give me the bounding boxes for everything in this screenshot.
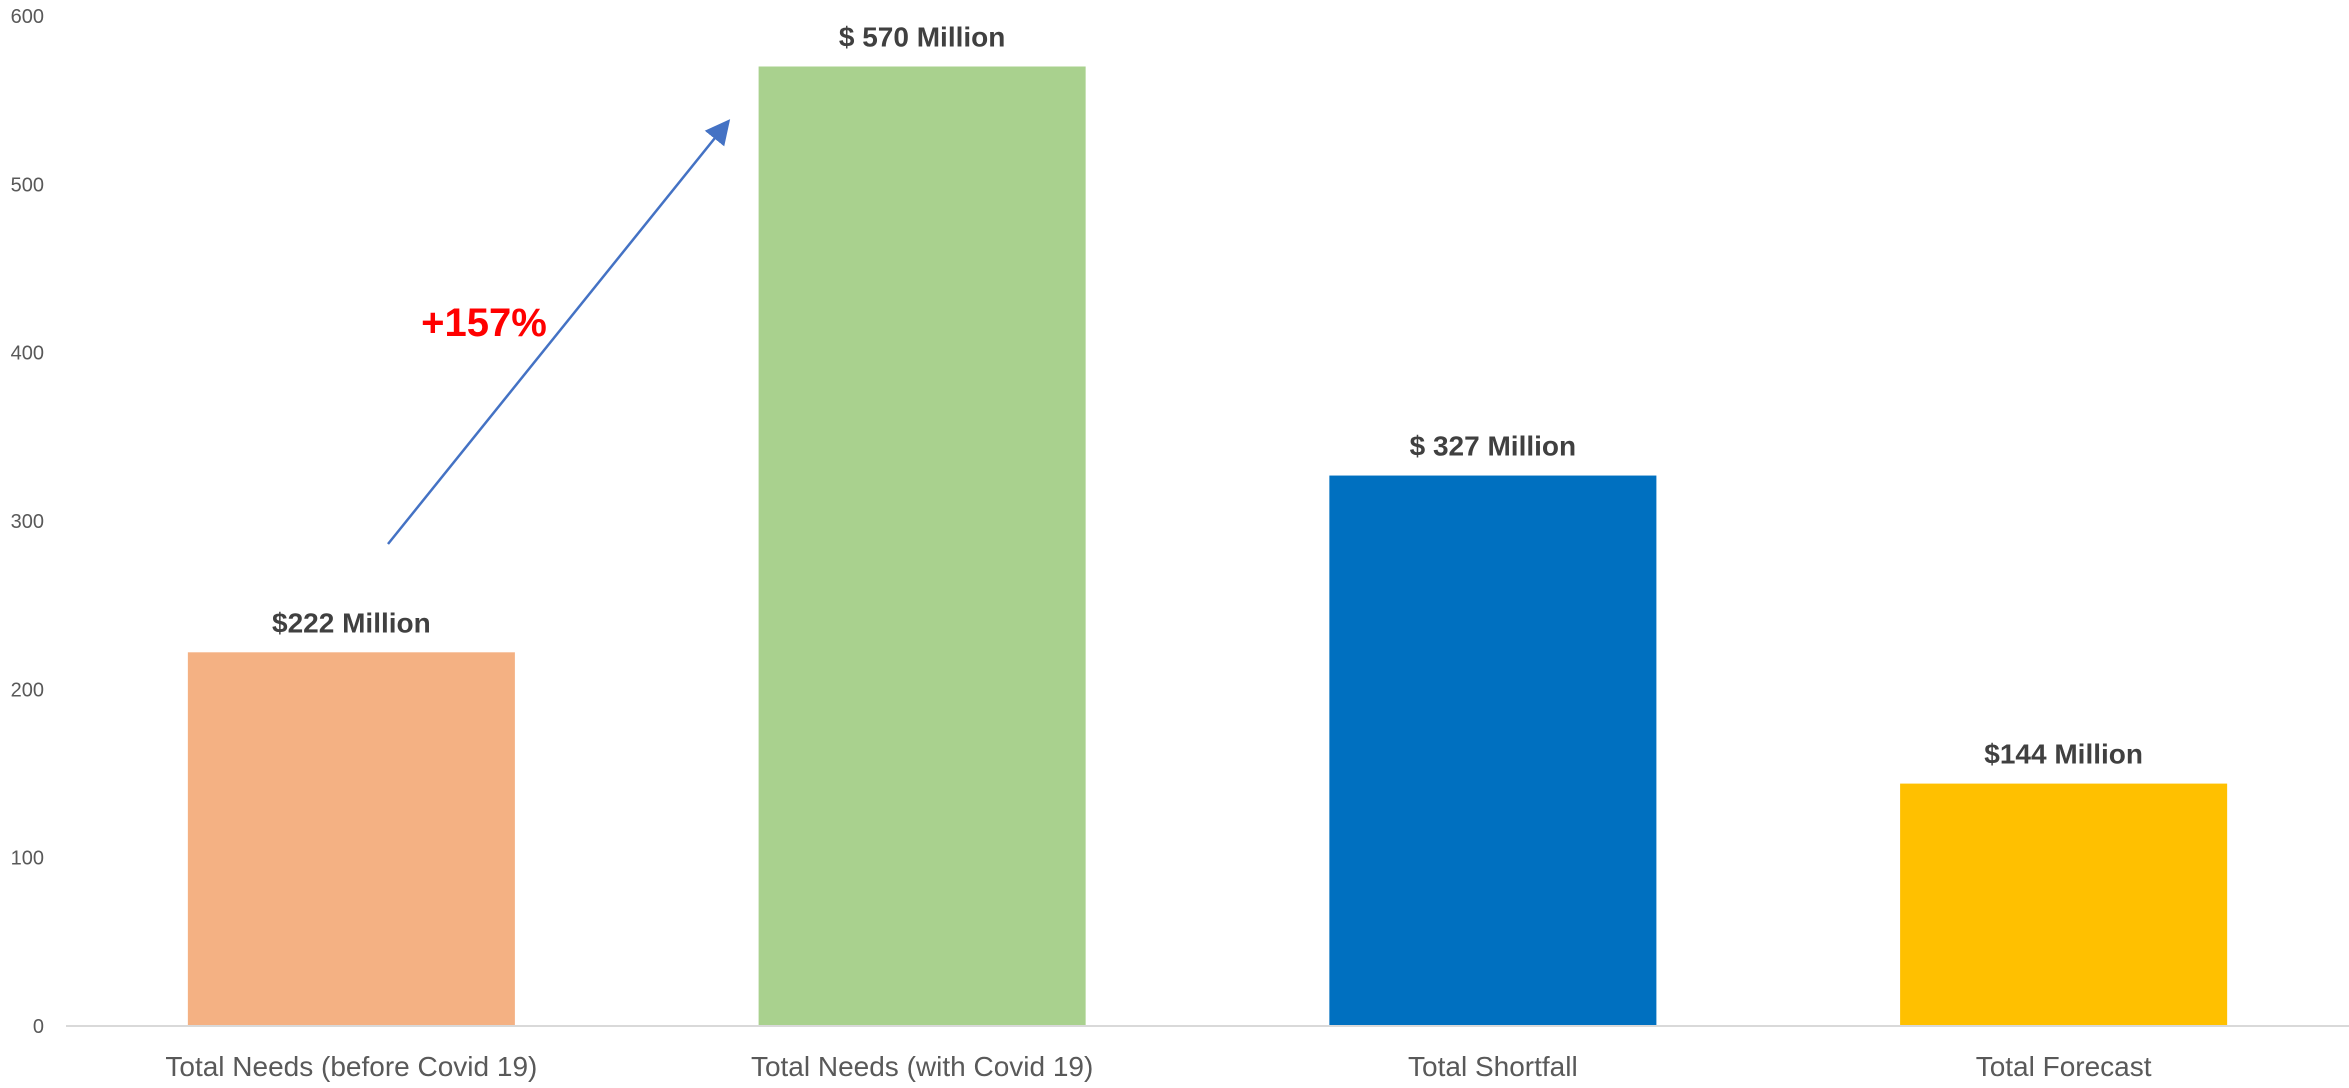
y-tick-label: 100 xyxy=(11,848,44,870)
y-tick-label: 0 xyxy=(33,1016,44,1038)
x-category-label: Total Needs (before Covid 19) xyxy=(165,1051,537,1082)
y-tick-label: 200 xyxy=(11,679,44,701)
growth-arrow xyxy=(387,119,731,545)
bar-data-label: $ 327 Million xyxy=(1410,431,1577,462)
y-tick-label: 400 xyxy=(11,343,44,365)
bar-data-label: $144 Million xyxy=(1984,739,2143,770)
bar xyxy=(187,652,515,1026)
bar xyxy=(758,66,1086,1026)
bar-data-label: $ 570 Million xyxy=(839,22,1006,53)
x-category-label: Total Forecast xyxy=(1976,1051,2152,1082)
y-tick-label: 600 xyxy=(11,6,44,28)
bars xyxy=(187,66,2228,1026)
x-category-label: Total Needs (with Covid 19) xyxy=(751,1051,1093,1082)
bar-data-label: $222 Million xyxy=(272,607,431,638)
bar xyxy=(1329,475,1657,1026)
y-axis: 0 100 200 300 400 500 600 xyxy=(11,6,44,1038)
y-tick-label: 300 xyxy=(11,511,44,533)
data-labels: $222 Million $ 570 Million $ 327 Million $1… xyxy=(272,22,2143,770)
growth-percent-label: +157% xyxy=(421,301,547,345)
x-axis: Total Needs (before Covid 19) Total Needs… xyxy=(66,1025,2349,1082)
x-category-label: Total Shortfall xyxy=(1408,1051,1578,1082)
growth-annotation: +157% xyxy=(387,119,731,545)
y-tick-label: 500 xyxy=(11,174,44,196)
bar xyxy=(1900,783,2228,1026)
